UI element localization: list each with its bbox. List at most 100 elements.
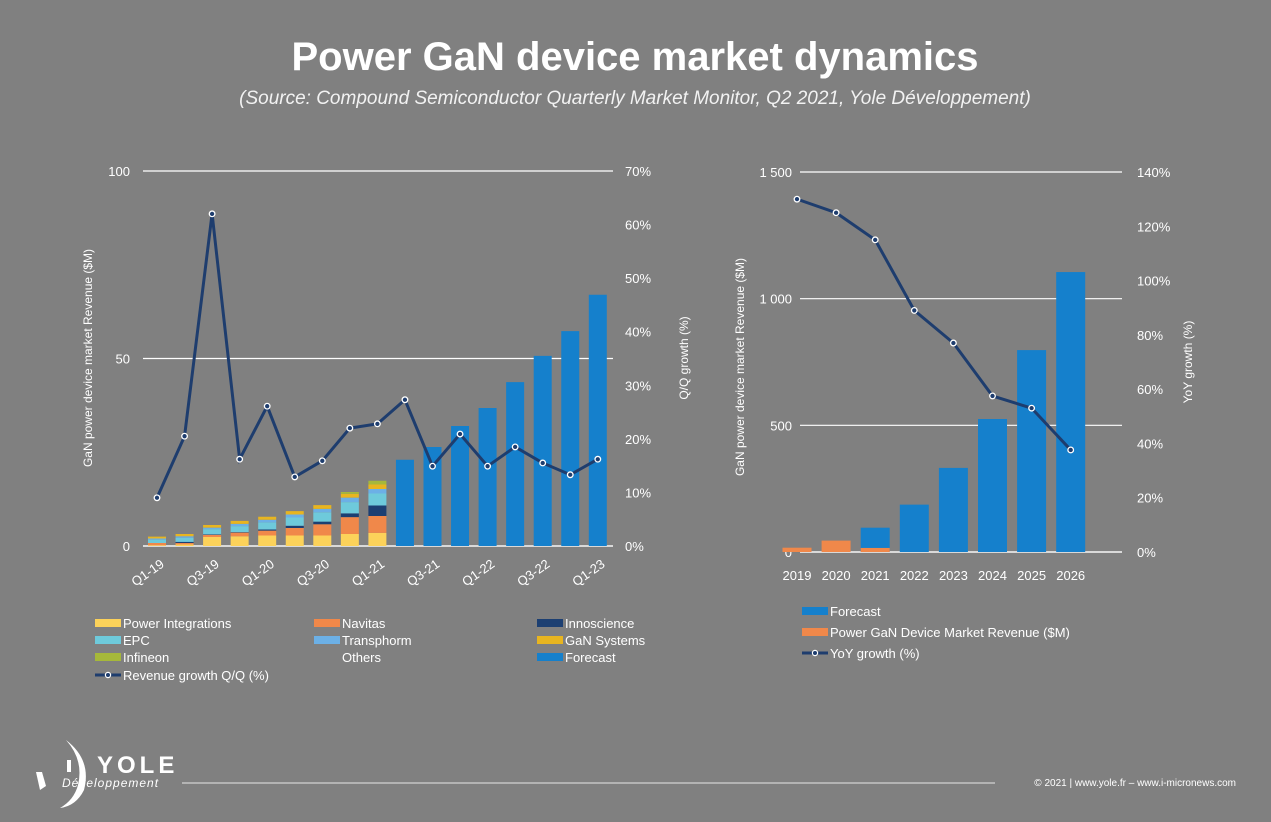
growth-point — [401, 396, 409, 404]
bar-power-gan-device-market-revenue-m- — [782, 547, 812, 552]
bar-navitas — [148, 543, 166, 546]
bar-power-integrations — [203, 537, 222, 546]
bar-forecast — [561, 331, 580, 546]
bar-epc — [175, 537, 194, 542]
bar-transphorm — [203, 527, 222, 530]
growth-point — [291, 473, 299, 481]
logo-swoosh-icon — [60, 740, 86, 808]
growth-point — [1067, 446, 1075, 454]
y-tick-label: 50 — [116, 352, 130, 367]
growth-point — [318, 457, 326, 465]
x-tick-label: Q1-21 — [349, 556, 387, 589]
legend-marker-icon — [811, 649, 819, 657]
growth-point — [832, 209, 840, 217]
legend-label: Transphorm — [342, 633, 412, 648]
x-tick-label: Q3-19 — [184, 556, 222, 589]
bar-epc — [368, 493, 387, 506]
bar-forecast — [451, 426, 470, 546]
bar-navitas — [285, 528, 304, 536]
growth-point — [373, 420, 381, 428]
bar-infineon — [368, 480, 387, 485]
bar-forecast — [899, 504, 929, 552]
y2-tick-label: 0% — [625, 539, 644, 554]
legend-swatch-icon — [537, 636, 563, 644]
bar-transphorm — [368, 489, 387, 494]
legend-swatch-icon — [314, 653, 340, 661]
bar-gan-systems — [368, 484, 387, 489]
legend-swatch-icon — [802, 628, 828, 636]
bar-navitas — [258, 530, 277, 536]
growth-point — [910, 306, 918, 314]
logo-bar-icon — [67, 760, 71, 772]
growth-point — [989, 392, 996, 400]
quarterly-revenue-chart: GaN power device market Revenue ($M) Q/Q… — [81, 164, 691, 589]
bar-transphorm — [175, 536, 194, 538]
legend-label: Power GaN Device Market Revenue ($M) — [830, 625, 1070, 640]
y2-tick-label: 60% — [1137, 382, 1163, 397]
bar-forecast — [506, 382, 525, 546]
bar-innoscience — [340, 513, 359, 518]
y2-tick-label: 120% — [1137, 219, 1171, 234]
bar-gan-systems — [340, 493, 359, 498]
bar-transphorm — [340, 497, 359, 503]
legend-swatch-icon — [802, 607, 828, 615]
bar-gan-systems — [285, 511, 304, 515]
growth-point — [208, 210, 216, 218]
growth-point — [594, 455, 602, 463]
bar-epc — [285, 517, 304, 526]
x-tick-label: 2025 — [1017, 568, 1046, 583]
bar-forecast — [1056, 272, 1086, 552]
y-tick-label: 1 000 — [759, 292, 792, 307]
left-legend: Power Integrations Navitas Innoscience EPC T… — [95, 616, 646, 683]
y2-tick-label: 70% — [625, 164, 651, 179]
bar-gan-systems — [175, 534, 194, 537]
legend-swatch-icon — [95, 653, 121, 661]
bar-innoscience — [258, 529, 277, 531]
legend-label: Others — [342, 650, 382, 665]
bar-epc — [148, 539, 166, 543]
legend-label: Navitas — [342, 616, 386, 631]
bar-innoscience — [230, 532, 249, 533]
bar-navitas — [313, 524, 332, 536]
y2-tick-label: 20% — [625, 432, 651, 447]
y2-tick-label: 50% — [625, 271, 651, 286]
legend-swatch-icon — [314, 619, 340, 627]
bar-gan-systems — [203, 525, 222, 528]
right-y-axis-label: GaN power device market Revenue ($M) — [733, 258, 747, 476]
bar-epc — [313, 512, 332, 522]
y2-tick-label: 140% — [1137, 165, 1171, 180]
bar-innoscience — [203, 534, 222, 535]
legend-marker-icon — [104, 671, 112, 679]
page-subtitle: (Source: Compound Semiconductor Quarterl… — [239, 88, 1031, 109]
bar-navitas — [368, 516, 387, 533]
bar-power-integrations — [285, 535, 304, 546]
bar-forecast — [978, 419, 1007, 552]
right-y2-axis-label: YoY growth (%) — [1181, 321, 1195, 404]
y2-tick-label: 60% — [625, 218, 651, 233]
growth-point — [484, 462, 492, 470]
bar-forecast — [478, 408, 497, 546]
bar-power-gan-device-market-revenue-m- — [860, 547, 890, 552]
bar-power-integrations — [258, 535, 277, 546]
x-tick-label: 2023 — [939, 568, 968, 583]
bar-power-integrations — [148, 545, 166, 546]
bar-innoscience — [175, 541, 194, 543]
bar-navitas — [203, 534, 222, 537]
x-tick-label: Q3-22 — [514, 556, 552, 589]
y-tick-label: 100 — [108, 164, 130, 179]
bar-transphorm — [285, 514, 304, 518]
page-title: Power GaN device market dynamics — [292, 35, 979, 79]
bar-navitas — [230, 532, 249, 537]
legend-label: GaN Systems — [565, 633, 646, 648]
x-tick-label: Q3-21 — [404, 556, 442, 589]
y2-tick-label: 40% — [1137, 436, 1163, 451]
bar-forecast — [423, 447, 442, 546]
left-y-axis-label: GaN power device market Revenue ($M) — [81, 249, 95, 467]
y-tick-label: 500 — [770, 418, 792, 433]
x-tick-label: Q1-20 — [239, 556, 277, 589]
y-tick-label: 1 500 — [759, 165, 792, 180]
bar-forecast — [938, 467, 968, 552]
bar-navitas — [175, 543, 194, 545]
bar-gan-systems — [148, 536, 166, 539]
